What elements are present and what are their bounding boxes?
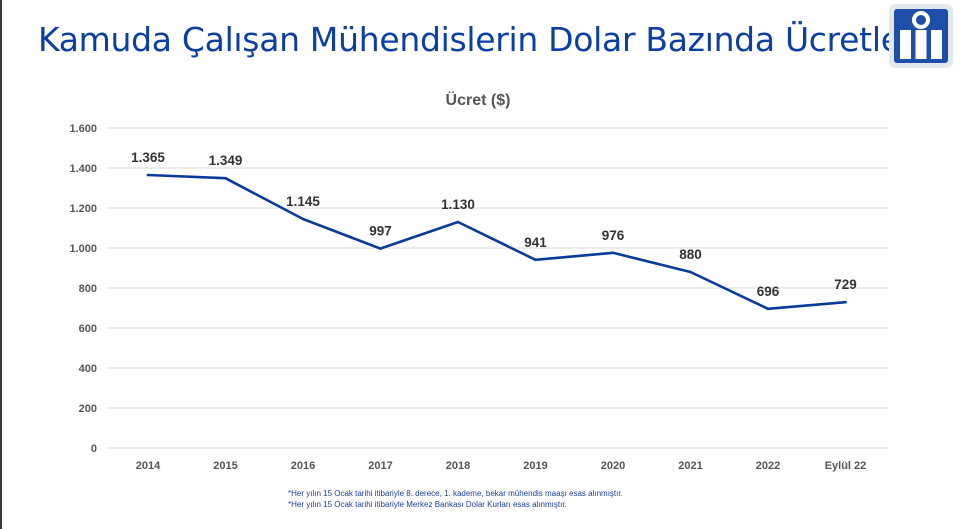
data-label: 941 bbox=[524, 235, 547, 250]
logo-mark bbox=[894, 9, 948, 63]
x-tick-label: 2018 bbox=[446, 460, 470, 472]
x-tick-label: 2017 bbox=[368, 460, 392, 472]
data-point bbox=[456, 220, 460, 224]
y-tick-label: 600 bbox=[79, 323, 97, 335]
data-point bbox=[689, 270, 692, 274]
y-tick-label: 200 bbox=[79, 403, 97, 415]
y-tick-label: 1.000 bbox=[69, 243, 97, 255]
data-point bbox=[379, 247, 382, 250]
x-tick-label: Eylül 22 bbox=[825, 460, 867, 472]
footnote-2: *Her yılın 15 Ocak tarihi itibariyle Mer… bbox=[288, 500, 567, 509]
data-label: 729 bbox=[834, 277, 857, 292]
data-point bbox=[146, 173, 150, 177]
y-tick-label: 1.600 bbox=[69, 123, 97, 135]
data-point bbox=[534, 258, 537, 262]
line-chart: Ücret ($) 0 200 400 600 800 1.000 1.200 1.400 1.6… bbox=[69, 90, 888, 472]
data-label: 1.145 bbox=[286, 194, 320, 209]
left-border-rule bbox=[0, 0, 2, 529]
y-tick-label: 400 bbox=[79, 363, 97, 375]
y-tick-label: 800 bbox=[79, 283, 97, 295]
data-point bbox=[611, 251, 615, 255]
x-tick-label: 2014 bbox=[136, 460, 161, 472]
data-label: 696 bbox=[757, 284, 780, 299]
data-point bbox=[301, 217, 305, 221]
data-label: 1.365 bbox=[131, 150, 165, 165]
x-tick-label: 2022 bbox=[756, 460, 780, 472]
data-label: 880 bbox=[679, 247, 702, 262]
footnote-1: *Her yılın 15 Ocak tarihi itibariyle 8. … bbox=[288, 489, 623, 498]
x-tick-label: 2016 bbox=[291, 460, 315, 472]
data-label: 1.130 bbox=[441, 197, 475, 212]
y-tick-label: 1.400 bbox=[69, 163, 97, 175]
x-tick-label: 2020 bbox=[601, 460, 625, 472]
data-label: 997 bbox=[369, 224, 392, 239]
chamber-logo-icon bbox=[889, 4, 953, 68]
page-title: Kamuda Çalışan Mühendislerin Dolar Bazın… bbox=[38, 20, 923, 59]
data-label: 976 bbox=[602, 228, 625, 243]
x-tick-label: 2015 bbox=[213, 460, 237, 472]
data-point bbox=[844, 300, 847, 304]
data-label: 1.349 bbox=[209, 153, 243, 168]
x-tick-label: 2021 bbox=[678, 460, 702, 472]
footnotes: *Her yılın 15 Ocak tarihi itibariyle 8. … bbox=[288, 488, 623, 510]
data-point bbox=[766, 307, 770, 311]
y-tick-label: 0 bbox=[91, 443, 97, 455]
y-tick-label: 1.200 bbox=[69, 203, 97, 215]
logo-glyph-icon bbox=[900, 11, 942, 59]
x-tick-label: 2019 bbox=[523, 460, 547, 472]
data-point bbox=[224, 176, 227, 180]
series-line bbox=[146, 173, 847, 311]
chart-title: Ücret ($) bbox=[446, 90, 511, 109]
